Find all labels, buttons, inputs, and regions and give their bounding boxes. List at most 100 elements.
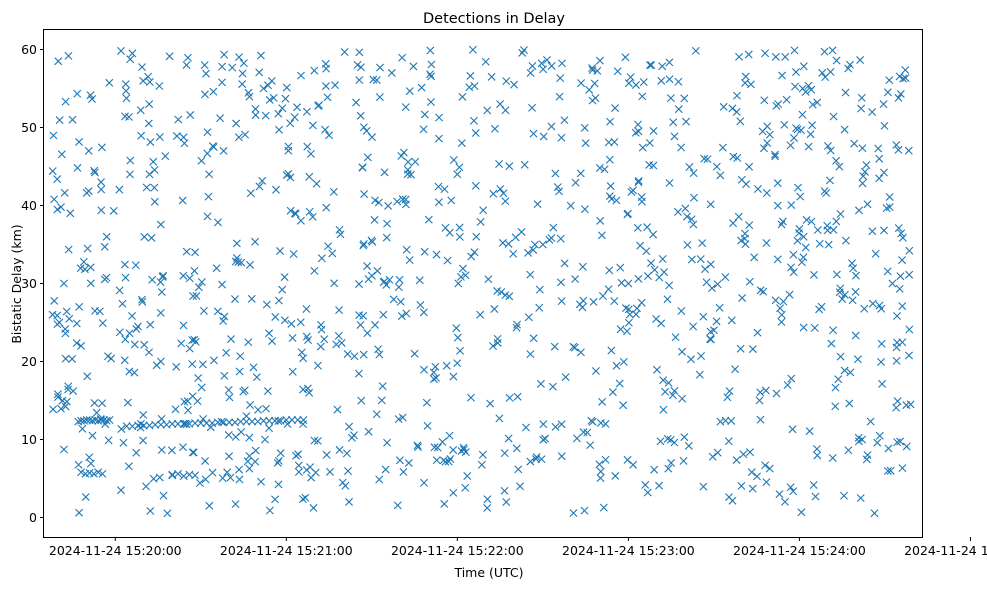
scatter-point bbox=[665, 75, 674, 84]
scatter-point bbox=[147, 233, 156, 242]
scatter-point bbox=[512, 444, 521, 453]
scatter-point bbox=[849, 264, 858, 273]
scatter-point bbox=[394, 283, 403, 292]
scatter-point bbox=[199, 306, 208, 315]
scatter-point bbox=[547, 61, 556, 70]
scatter-point bbox=[556, 278, 565, 287]
scatter-point bbox=[799, 323, 808, 332]
scatter-point-background-detections-sample bbox=[476, 310, 485, 319]
scatter-point bbox=[362, 126, 371, 135]
scatter-point bbox=[246, 260, 255, 269]
scatter-point bbox=[708, 452, 717, 461]
scatter-point bbox=[124, 462, 133, 471]
scatter-point bbox=[261, 435, 270, 444]
scatter-point bbox=[55, 318, 64, 327]
scatter-point bbox=[844, 64, 853, 73]
scatter-point bbox=[787, 374, 796, 383]
scatter-point bbox=[820, 187, 829, 196]
scatter-point bbox=[680, 433, 689, 442]
scatter-point bbox=[144, 119, 153, 128]
scatter-point bbox=[363, 153, 372, 162]
scatter-point bbox=[621, 53, 630, 62]
scatter-point bbox=[495, 160, 504, 168]
scatter-point bbox=[490, 305, 499, 314]
scatter-point bbox=[874, 144, 883, 153]
scatter-point bbox=[905, 325, 914, 334]
scatter-point bbox=[301, 493, 310, 502]
scatter-point bbox=[255, 68, 264, 77]
scatter-point-track-2 bbox=[122, 422, 131, 431]
scatter-point bbox=[483, 106, 492, 115]
scatter-point bbox=[75, 508, 84, 517]
scatter-point bbox=[190, 266, 199, 275]
scatter-point bbox=[682, 212, 691, 221]
scatter-point bbox=[125, 367, 134, 376]
scatter-point bbox=[888, 279, 897, 288]
scatter-point bbox=[501, 197, 510, 206]
scatter-point bbox=[747, 468, 756, 477]
scatter-point-background-detections-sample bbox=[647, 61, 656, 70]
scatter-point bbox=[185, 344, 194, 353]
scatter-point bbox=[776, 304, 785, 313]
scatter-point bbox=[414, 443, 422, 452]
scatter-point bbox=[825, 176, 834, 185]
scatter-point bbox=[804, 81, 813, 90]
scatter-point bbox=[120, 356, 129, 365]
scatter-point bbox=[466, 71, 475, 80]
scatter-point bbox=[860, 304, 869, 313]
scatter-point bbox=[608, 388, 617, 397]
x-tick-label: 2024-11-24 15:25:00 bbox=[904, 543, 987, 558]
scatter-point bbox=[721, 273, 730, 282]
scatter-point bbox=[393, 501, 402, 510]
x-tick-label: 2024-11-24 15:22:00 bbox=[391, 543, 524, 558]
scatter-point bbox=[806, 130, 815, 139]
scatter-point bbox=[442, 361, 451, 370]
scatter-point bbox=[137, 295, 146, 304]
scatter-point-background-detections-sample bbox=[54, 57, 63, 66]
scatter-point bbox=[61, 354, 70, 363]
scatter-point bbox=[296, 216, 305, 225]
scatter-point bbox=[122, 94, 131, 103]
scatter-point bbox=[773, 179, 782, 188]
scatter-point bbox=[138, 63, 147, 72]
scatter-point bbox=[556, 74, 565, 83]
scatter-point bbox=[782, 95, 791, 104]
scatter-point bbox=[374, 345, 383, 354]
scatter-point bbox=[419, 125, 428, 134]
scatter-point bbox=[453, 359, 462, 368]
scatter-point bbox=[868, 299, 877, 308]
scatter-point bbox=[347, 433, 356, 442]
scatter-point bbox=[787, 263, 795, 272]
scatter-point-background-detections-sample bbox=[259, 84, 268, 93]
scatter-point bbox=[684, 441, 693, 450]
scatter-point bbox=[83, 372, 92, 381]
scatter-point bbox=[321, 125, 330, 134]
scatter-point bbox=[163, 509, 172, 518]
scatter-point bbox=[281, 94, 290, 103]
scatter-point bbox=[407, 170, 416, 179]
scatter-point bbox=[606, 182, 615, 191]
scatter-point bbox=[679, 456, 688, 465]
scatter-point-track-1 bbox=[105, 416, 114, 424]
scatter-point-background-detections-sample bbox=[97, 178, 106, 187]
scatter-point bbox=[201, 456, 210, 465]
scatter-point bbox=[725, 387, 734, 396]
scatter-point bbox=[252, 373, 261, 382]
scatter-point bbox=[471, 129, 480, 138]
scatter-point bbox=[455, 163, 464, 172]
scatter-point bbox=[265, 95, 274, 104]
scatter-point bbox=[157, 288, 166, 297]
scatter-point bbox=[807, 217, 816, 226]
scatter-point bbox=[235, 53, 244, 62]
scatter-point bbox=[638, 92, 647, 101]
scatter-point bbox=[703, 155, 712, 164]
scatter-point bbox=[80, 265, 89, 274]
scatter-point bbox=[761, 461, 770, 470]
scatter-point bbox=[293, 103, 302, 112]
scatter-point bbox=[396, 297, 405, 306]
scatter-point bbox=[197, 383, 206, 392]
scatter-point bbox=[738, 293, 747, 302]
scatter-point-background-detections-sample bbox=[516, 482, 525, 491]
scatter-point bbox=[682, 117, 691, 126]
scatter-point bbox=[267, 76, 276, 85]
